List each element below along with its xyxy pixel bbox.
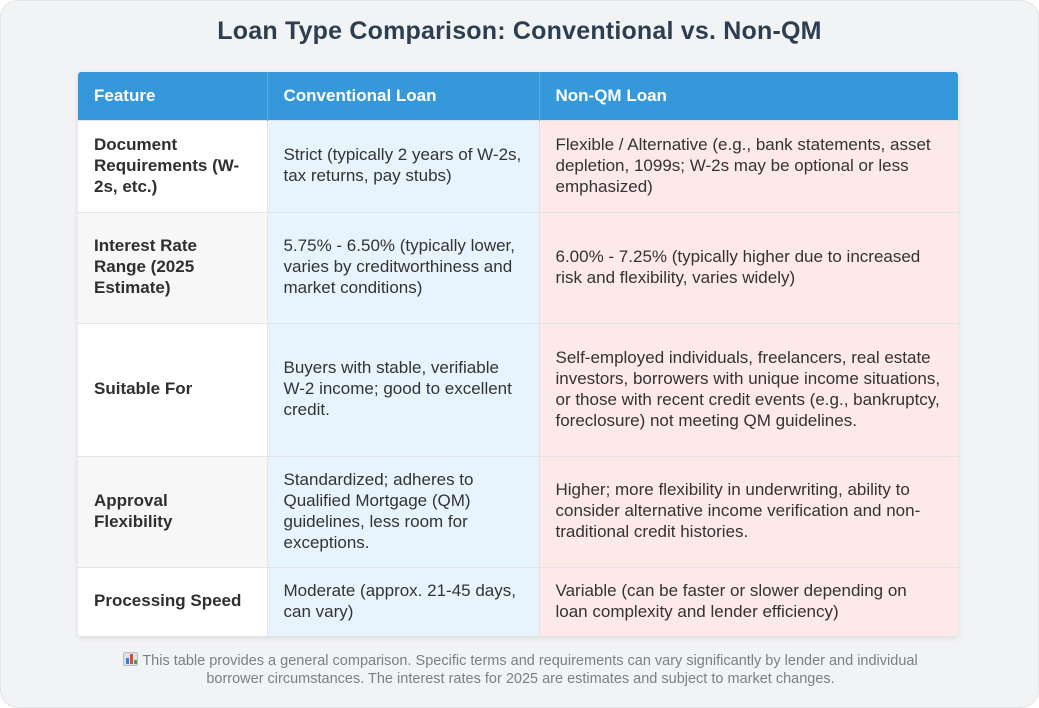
nonqm-cell: 6.00% - 7.25% (typically higher due to i… — [539, 211, 958, 323]
conventional-cell: Strict (typically 2 years of W-2s, tax r… — [267, 119, 540, 212]
page-title: Loan Type Comparison: Conventional vs. N… — [217, 17, 822, 45]
header-nonqm: Non-QM Loan — [539, 72, 958, 120]
conventional-cell: Moderate (approx. 21-45 days, can vary) — [267, 566, 540, 636]
header-conventional: Conventional Loan — [267, 72, 540, 120]
comparison-table: Feature Conventional Loan Non-QM Loan Do… — [78, 72, 958, 636]
table-row: Approval Flexibility Standardized; adher… — [78, 455, 958, 567]
feature-cell: Approval Flexibility — [78, 455, 268, 567]
table-row: Processing Speed Moderate (approx. 21-45… — [78, 566, 958, 636]
feature-cell: Processing Speed — [78, 566, 268, 636]
footnote-text: This table provides a general comparison… — [142, 653, 918, 687]
conventional-cell: Standardized; adheres to Qualified Mortg… — [267, 455, 540, 567]
table-row: Interest Rate Range (2025 Estimate) 5.75… — [78, 211, 958, 323]
feature-cell: Suitable For — [78, 322, 268, 456]
nonqm-cell: Self-employed individuals, freelancers, … — [539, 322, 958, 456]
feature-cell: Document Requirements (W-2s, etc.) — [78, 119, 268, 212]
nonqm-cell: Variable (can be faster or slower depend… — [539, 566, 958, 636]
nonqm-cell: Flexible / Alternative (e.g., bank state… — [539, 119, 958, 212]
table-row: Document Requirements (W-2s, etc.) Stric… — [78, 119, 958, 212]
comparison-table-container: Feature Conventional Loan Non-QM Loan Do… — [78, 72, 958, 636]
table-row: Suitable For Buyers with stable, verifia… — [78, 322, 958, 456]
header-feature: Feature — [78, 72, 268, 120]
conventional-cell: Buyers with stable, verifiable W-2 incom… — [267, 322, 540, 456]
bar-chart-icon — [123, 652, 139, 666]
conventional-cell: 5.75% - 6.50% (typically lower, varies b… — [267, 211, 540, 323]
footnote: This table provides a general comparison… — [101, 651, 940, 688]
nonqm-cell: Higher; more flexibility in underwriting… — [539, 455, 958, 567]
feature-cell: Interest Rate Range (2025 Estimate) — [78, 211, 268, 323]
table-header-row: Feature Conventional Loan Non-QM Loan — [78, 72, 958, 120]
